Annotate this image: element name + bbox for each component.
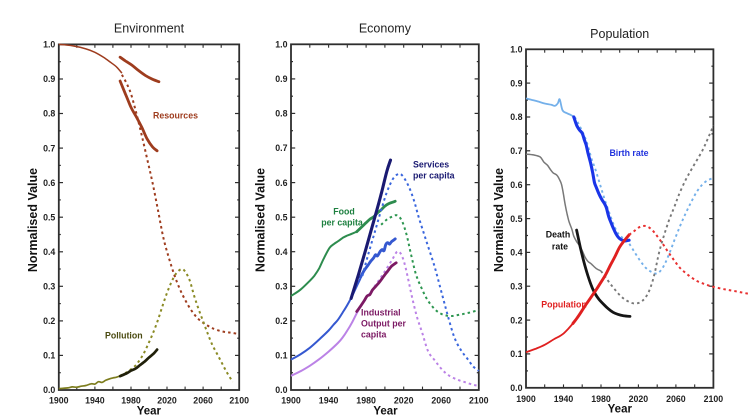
svg-text:0.8: 0.8 <box>275 109 287 119</box>
svg-text:0.1: 0.1 <box>43 351 55 361</box>
svg-text:Output per: Output per <box>361 319 407 329</box>
svg-text:1.0: 1.0 <box>275 40 287 50</box>
svg-text:Food: Food <box>333 207 355 217</box>
svg-text:0.4: 0.4 <box>510 248 522 258</box>
svg-text:2100: 2100 <box>229 396 249 406</box>
svg-text:0.1: 0.1 <box>510 349 522 359</box>
svg-text:0.4: 0.4 <box>275 247 287 257</box>
svg-text:1900: 1900 <box>281 396 301 406</box>
svg-text:Pollution: Pollution <box>105 331 143 341</box>
svg-text:Normalised Value: Normalised Value <box>26 168 40 272</box>
svg-text:0.5: 0.5 <box>43 212 55 222</box>
svg-text:0.3: 0.3 <box>43 282 55 292</box>
svg-text:Year: Year <box>608 404 633 416</box>
svg-text:0.3: 0.3 <box>510 281 522 291</box>
svg-text:0.9: 0.9 <box>43 74 55 84</box>
svg-text:1900: 1900 <box>516 394 536 404</box>
svg-text:Normalised Value: Normalised Value <box>254 168 268 272</box>
svg-text:0.4: 0.4 <box>43 247 55 257</box>
svg-text:2100: 2100 <box>704 394 724 404</box>
svg-text:per capita: per capita <box>321 218 363 228</box>
svg-text:per capita: per capita <box>413 171 455 181</box>
svg-text:0.2: 0.2 <box>275 316 287 326</box>
svg-text:0.7: 0.7 <box>43 143 55 153</box>
svg-text:1.0: 1.0 <box>43 40 55 50</box>
svg-text:0.6: 0.6 <box>510 180 522 190</box>
svg-text:1980: 1980 <box>356 396 376 406</box>
svg-text:1980: 1980 <box>121 396 141 406</box>
svg-text:2060: 2060 <box>193 396 213 406</box>
svg-text:0.0: 0.0 <box>43 385 55 395</box>
svg-text:2020: 2020 <box>394 396 414 406</box>
svg-text:0.5: 0.5 <box>275 212 287 222</box>
svg-text:2020: 2020 <box>629 394 649 404</box>
svg-text:0.7: 0.7 <box>510 146 522 156</box>
svg-text:1900: 1900 <box>49 396 69 406</box>
svg-text:1940: 1940 <box>319 396 339 406</box>
svg-text:1940: 1940 <box>554 394 574 404</box>
svg-text:0.8: 0.8 <box>510 112 522 122</box>
svg-text:2060: 2060 <box>666 394 686 404</box>
svg-text:0.9: 0.9 <box>510 78 522 88</box>
svg-text:capita: capita <box>361 330 387 340</box>
svg-text:Economy: Economy <box>359 22 412 36</box>
svg-text:0.6: 0.6 <box>275 178 287 188</box>
svg-text:Population: Population <box>541 300 586 310</box>
svg-text:0.9: 0.9 <box>275 74 287 84</box>
svg-text:Resources: Resources <box>153 111 198 121</box>
svg-text:0.0: 0.0 <box>510 383 522 393</box>
svg-text:0.2: 0.2 <box>43 316 55 326</box>
svg-text:1.0: 1.0 <box>510 45 522 55</box>
svg-text:0.7: 0.7 <box>275 143 287 153</box>
svg-text:1980: 1980 <box>591 394 611 404</box>
svg-text:0.5: 0.5 <box>510 214 522 224</box>
svg-text:0.0: 0.0 <box>275 385 287 395</box>
svg-text:rate: rate <box>552 242 568 252</box>
svg-text:0.3: 0.3 <box>275 282 287 292</box>
svg-text:Industrial: Industrial <box>361 308 401 318</box>
svg-text:0.8: 0.8 <box>43 109 55 119</box>
svg-text:Year: Year <box>137 406 162 418</box>
svg-text:Birth rate: Birth rate <box>609 148 648 158</box>
svg-text:0.2: 0.2 <box>510 315 522 325</box>
svg-text:2020: 2020 <box>157 396 177 406</box>
svg-text:Environment: Environment <box>114 22 185 36</box>
svg-text:2100: 2100 <box>469 396 489 406</box>
svg-text:Services: Services <box>413 160 449 170</box>
svg-text:1940: 1940 <box>85 396 105 406</box>
svg-text:0.6: 0.6 <box>43 178 55 188</box>
svg-text:Death: Death <box>546 230 570 240</box>
svg-text:0.1: 0.1 <box>275 351 287 361</box>
svg-text:Population: Population <box>590 27 649 41</box>
svg-text:Year: Year <box>373 406 398 418</box>
svg-text:2060: 2060 <box>431 396 451 406</box>
svg-text:Normalised Value: Normalised Value <box>492 168 506 272</box>
